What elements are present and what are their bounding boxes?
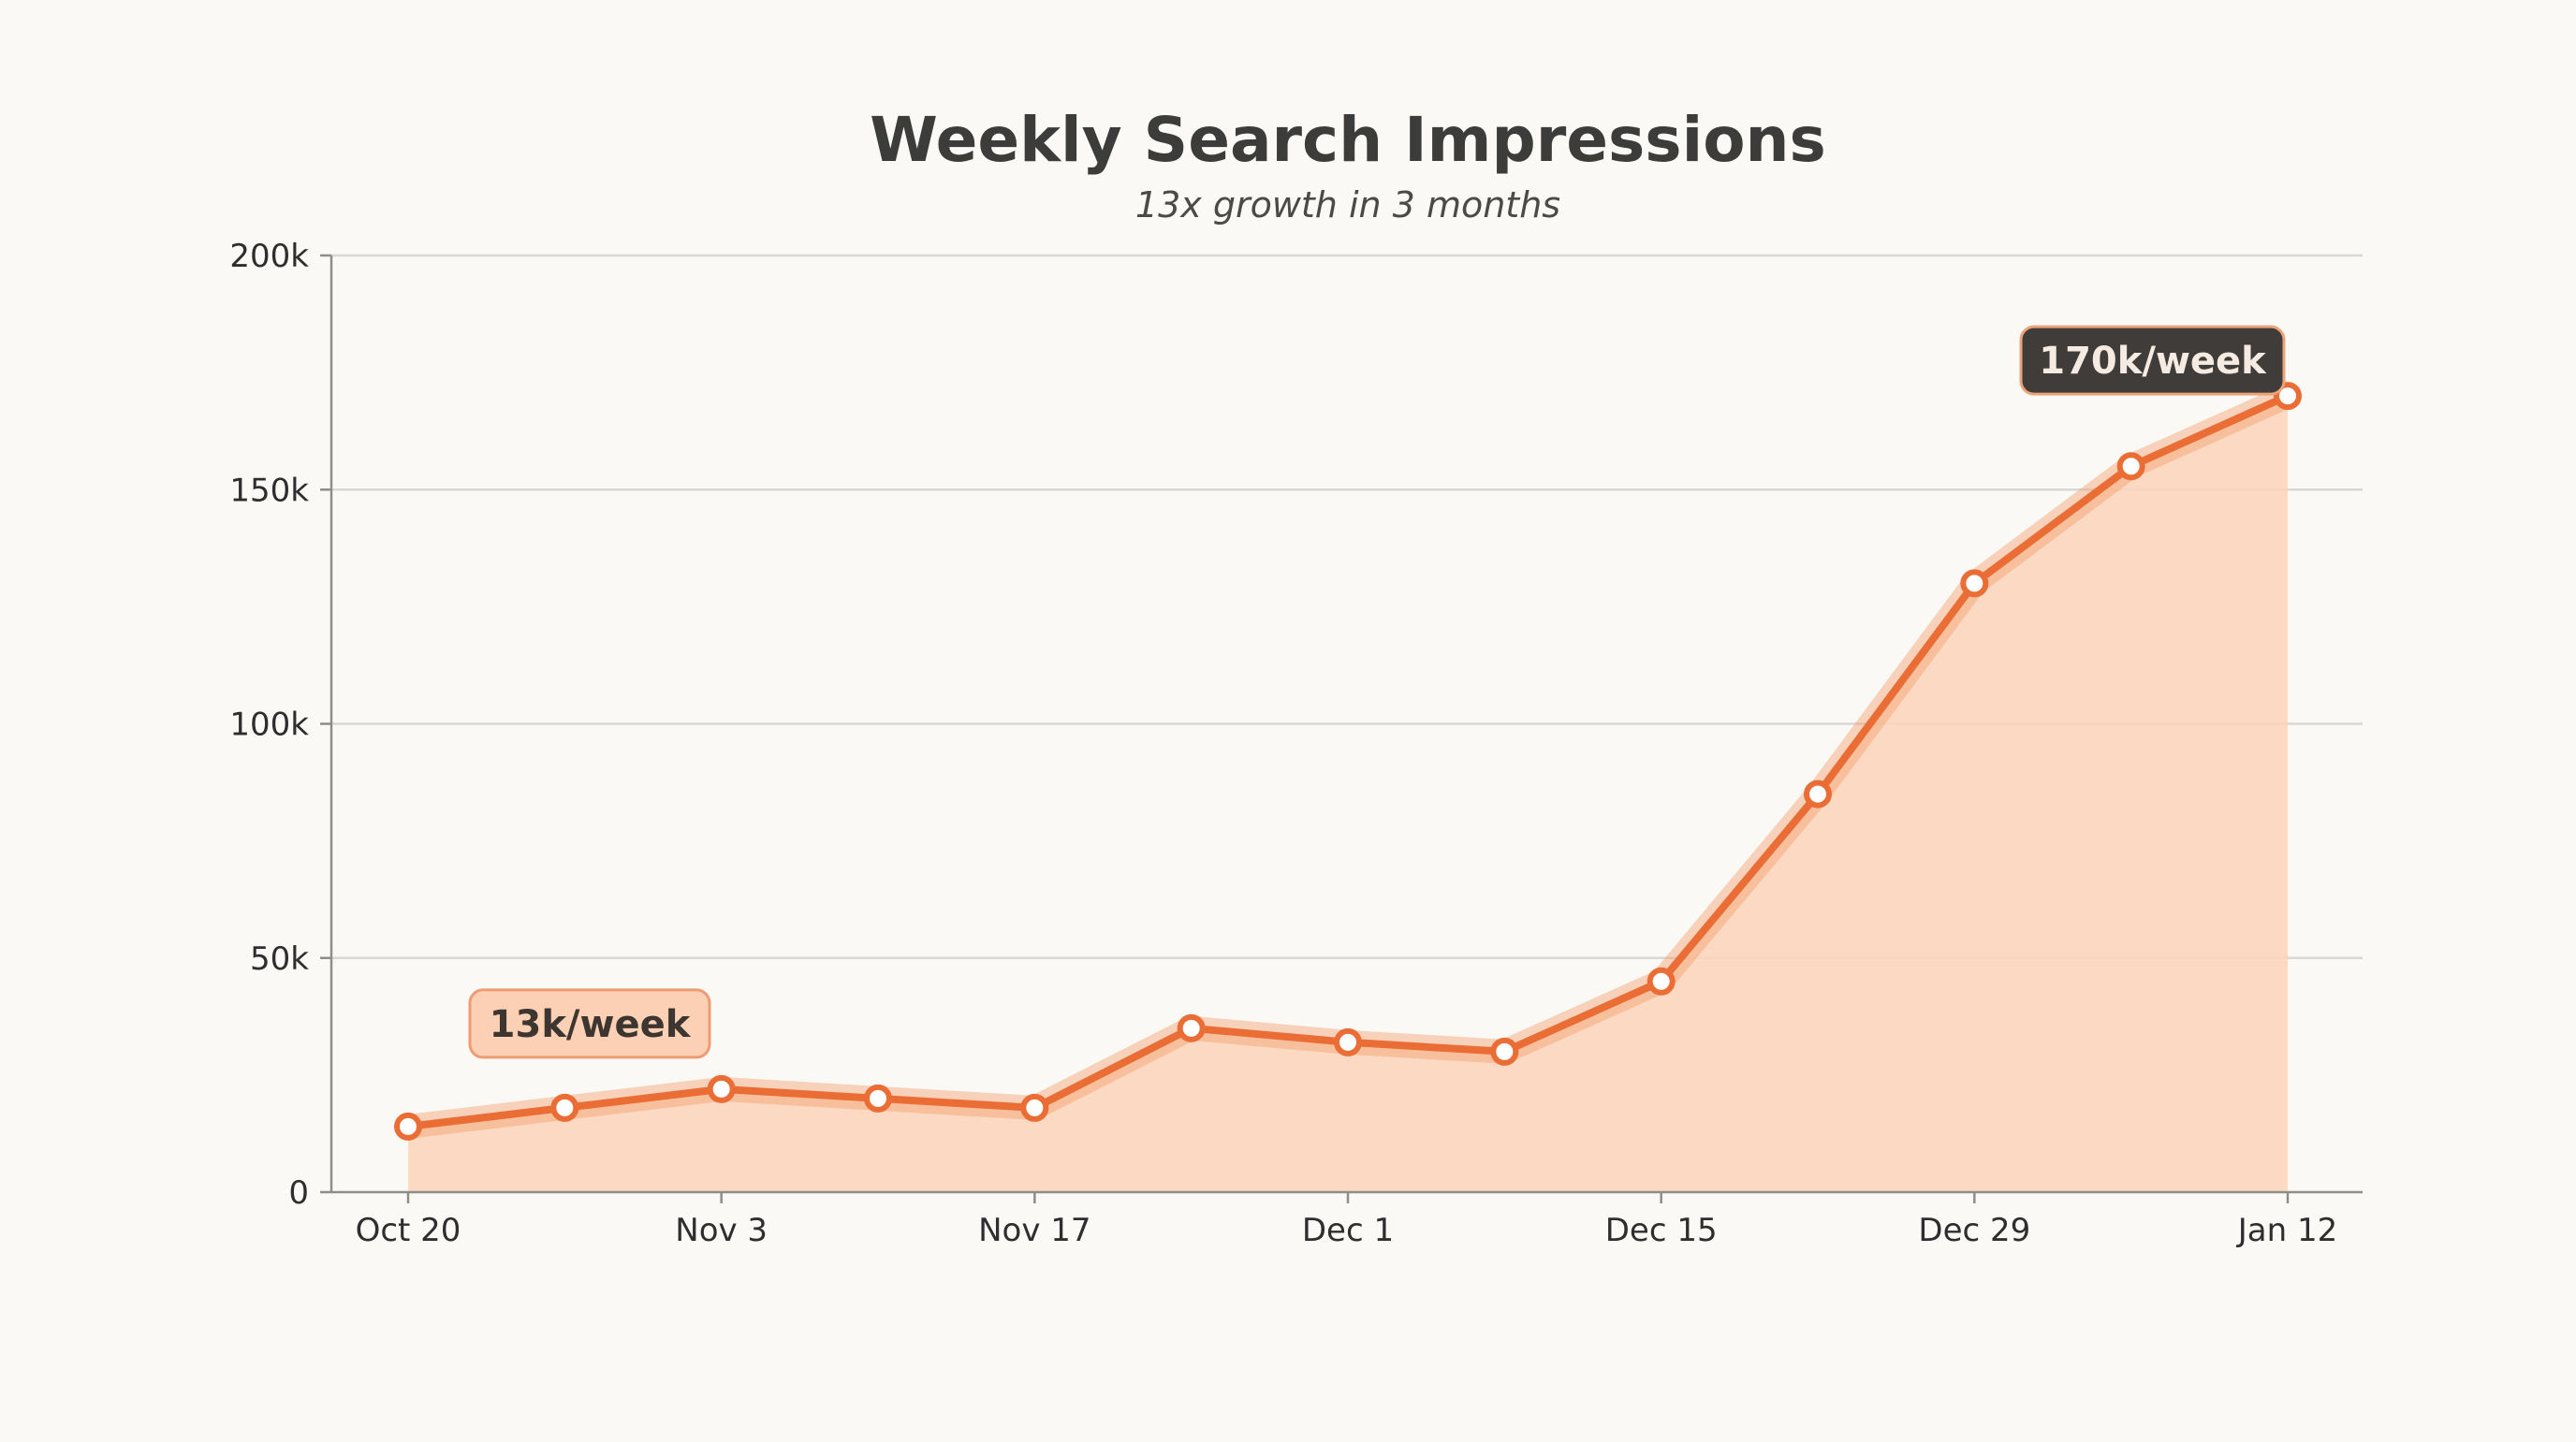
chart-subtitle: 13x growth in 3 months [1135, 184, 1560, 226]
data-point [1490, 1037, 1519, 1066]
data-point [1334, 1027, 1362, 1056]
data-point [1177, 1013, 1206, 1042]
x-tick-label: Oct 20 [356, 1212, 461, 1249]
series-area [408, 396, 2288, 1193]
data-point [1960, 569, 1989, 598]
annotation-light: 13k/week [468, 988, 711, 1059]
annotation-label: 13k/week [490, 1003, 692, 1046]
x-tick-label: Dec 1 [1302, 1212, 1394, 1249]
chart-title: Weekly Search Impressions [870, 104, 1826, 176]
x-tick-label: Dec 15 [1605, 1212, 1718, 1249]
annotations: 13k/week 170k/week [468, 325, 2286, 1059]
x-tick-label: Jan 12 [2236, 1212, 2337, 1249]
x-tick-label: Nov 3 [675, 1212, 768, 1249]
y-tick-label: 100k [229, 706, 309, 744]
data-point [1020, 1093, 1049, 1122]
series-area-fill [408, 396, 2288, 1193]
axes: 0 50k 100k 150k 200k Oct 20 Nov 3 Nov 17 Dec 1 De… [229, 238, 2363, 1249]
data-point [1647, 967, 1676, 996]
y-tick-label: 150k [229, 472, 309, 509]
annotation-dark: 170k/week [2019, 325, 2286, 396]
data-point [1804, 779, 1832, 808]
annotation-label: 170k/week [2039, 340, 2267, 383]
x-tick-label: Dec 29 [1918, 1212, 2030, 1249]
x-tick-label: Nov 17 [978, 1212, 1090, 1249]
data-point [550, 1093, 579, 1122]
y-tick-label: 0 [288, 1174, 309, 1212]
data-point [864, 1084, 892, 1113]
data-point [2116, 452, 2145, 481]
y-tick-label: 50k [250, 940, 309, 978]
annotation-box [468, 988, 711, 1059]
data-point [2274, 382, 2302, 411]
annotation-box [2019, 325, 2286, 396]
data-point [707, 1074, 736, 1103]
y-tick-label: 200k [229, 238, 309, 275]
data-point [394, 1112, 422, 1141]
data-points [394, 382, 2302, 1141]
